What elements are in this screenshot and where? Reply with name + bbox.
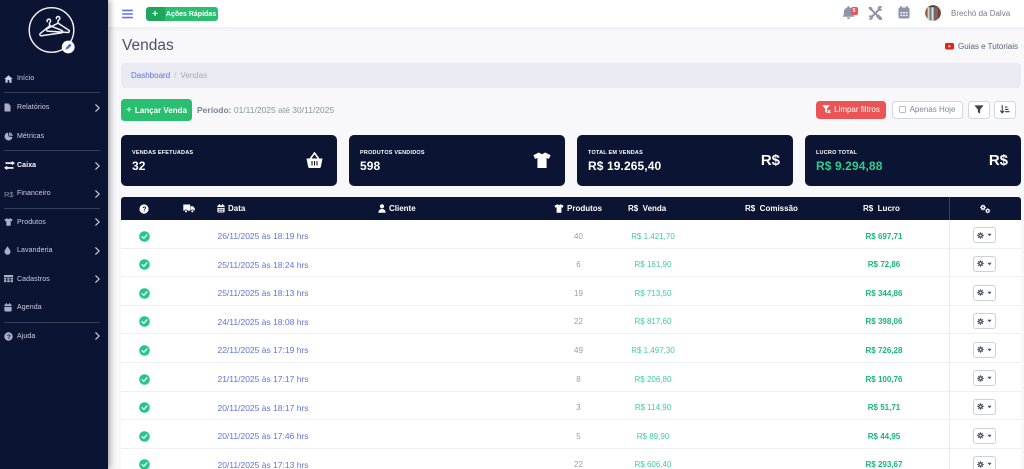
svg-text:?: ? (142, 206, 146, 213)
svg-text:?: ? (7, 333, 11, 340)
svg-text:R$: R$ (4, 190, 14, 198)
